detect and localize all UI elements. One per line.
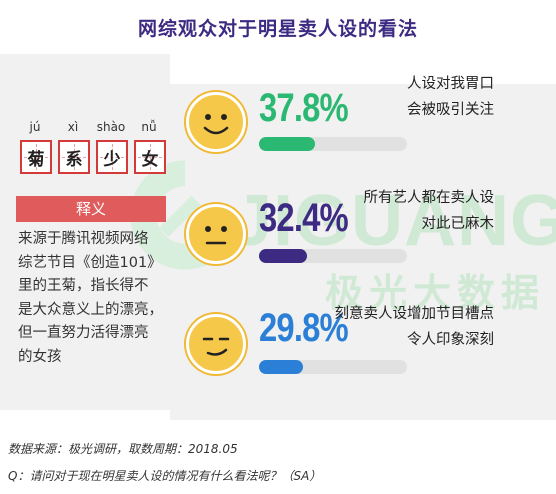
neutral-face-icon xyxy=(186,204,246,264)
bar-2 xyxy=(259,249,307,263)
definition-line: 的女孩 xyxy=(18,348,62,365)
survey-question-note: Q：请问对于现在明星卖人设的情况有什么看法呢？（SA） xyxy=(8,469,322,483)
data-source-note: 数据来源：极光调研，取数周期：2018.05 xyxy=(8,442,238,456)
bar-label-1-line1: 人设对我胃口 xyxy=(407,76,494,92)
pinyin-xi: xì xyxy=(67,120,79,134)
bar-label-3-line2: 令人印象深刻 xyxy=(407,332,494,348)
bar-value-label-1: 37.8% xyxy=(259,86,349,130)
bar-value-label-2: 32.4% xyxy=(259,196,349,240)
pinyin-shao: shào xyxy=(96,120,126,134)
char-box-nv: 女 xyxy=(134,140,166,174)
definition-line: 综艺节目《创造101》 xyxy=(18,254,162,271)
pinyin-ju: jú xyxy=(29,120,41,134)
definition-line: 但一直努力活得漂亮 xyxy=(18,325,149,342)
page-title: 网综观众对于明星卖人设的看法 xyxy=(137,18,418,40)
smirk-face-icon xyxy=(186,314,246,374)
watermark-text-en: JIGUANG xyxy=(232,181,556,261)
bar-track-1 xyxy=(259,137,407,151)
pinyin-nv: nǚ xyxy=(141,120,157,134)
definition-text: 来源于腾讯视频网络 综艺节目《创造101》 里的王菊，指长得不 是大众意义上的漂… xyxy=(18,228,168,370)
bar-label-2-line2: 对此已麻木 xyxy=(421,216,495,232)
char-box-shao: 少 xyxy=(96,140,128,174)
bar-1 xyxy=(259,137,315,151)
bar-label-3-line1: 刻意卖人设增加节目槽点 xyxy=(334,306,495,322)
bar-3 xyxy=(259,360,303,374)
bar-value-label-3: 29.8% xyxy=(259,306,349,350)
watermark-text-cn: 极光大数据 xyxy=(325,271,546,315)
pinyin-row: jú xì shào nǚ xyxy=(18,120,166,136)
char-box-xi: 系 xyxy=(58,140,90,174)
bar-label-2-line1: 所有艺人都在卖人设 xyxy=(363,190,495,206)
definition-line: 来源于腾讯视频网络 xyxy=(18,231,149,247)
bar-label-1-line2: 会被吸引关注 xyxy=(407,102,494,118)
bar-track-3 xyxy=(259,360,407,374)
definition-line: 里的王菊，指长得不 xyxy=(18,278,149,295)
char-box-ju: 菊 xyxy=(20,140,52,174)
definition-heading: 释义 xyxy=(16,196,166,222)
bar-track-2 xyxy=(259,249,407,263)
smile-face-icon xyxy=(186,92,246,152)
definition-line: 是大众意义上的漂亮， xyxy=(18,301,163,318)
